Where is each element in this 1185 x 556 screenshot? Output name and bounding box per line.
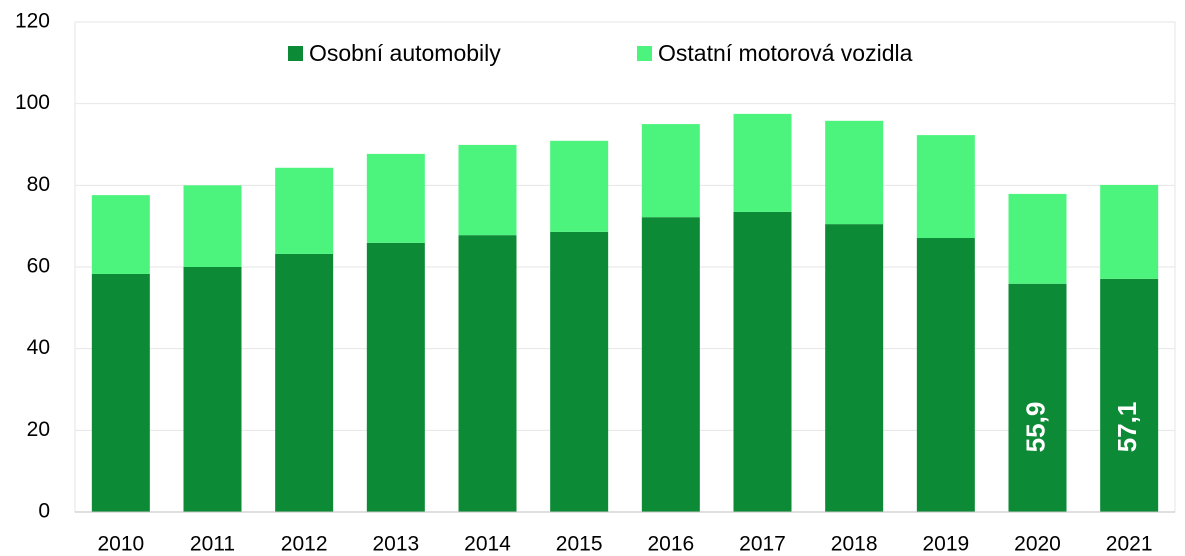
- legend-label: Osobní automobily: [309, 40, 501, 66]
- bar-segment: [366, 153, 425, 243]
- bar-segment: [91, 273, 150, 512]
- x-tick-label: 2014: [464, 533, 511, 556]
- legend-label: Ostatní motorová vozidla: [658, 40, 913, 66]
- bar-segment: [183, 185, 242, 267]
- bar-segment: [550, 231, 609, 512]
- x-tick-label: 2020: [1014, 533, 1061, 556]
- bar-segment: [825, 224, 884, 512]
- y-tick-label: 40: [27, 336, 50, 359]
- bar-segment: [275, 167, 334, 254]
- bar-segment: [916, 135, 975, 239]
- data-label: 55,9: [1020, 402, 1050, 453]
- bar-segment: [733, 211, 792, 512]
- x-tick-label: 2019: [922, 533, 969, 556]
- bar-segment: [366, 242, 425, 513]
- bar-segment: [91, 195, 150, 274]
- legend-swatch: [288, 46, 303, 61]
- bar-segment: [1008, 193, 1067, 284]
- bar-segment: [458, 144, 517, 236]
- bar-segment: [1008, 283, 1067, 512]
- y-tick-label: 100: [15, 91, 50, 114]
- bar-segment: [1100, 278, 1159, 512]
- x-tick-label: 2013: [372, 533, 419, 556]
- y-tick-label: 80: [27, 173, 50, 196]
- x-tick-label: 2017: [739, 533, 786, 556]
- bar-segment: [550, 140, 609, 232]
- x-tick-label: 2011: [190, 533, 235, 556]
- bar-segment: [275, 253, 334, 512]
- bar-segment: [458, 235, 517, 512]
- x-tick-label: 2021: [1106, 533, 1153, 556]
- x-tick-label: 2010: [97, 533, 144, 556]
- legend-swatch: [637, 46, 652, 61]
- x-tick-label: 2012: [281, 533, 328, 556]
- y-tick-label: 120: [15, 10, 50, 33]
- bar-segment: [733, 113, 792, 212]
- bar-segment: [641, 217, 700, 512]
- bar-segment: [916, 238, 975, 512]
- y-tick-label: 20: [27, 418, 50, 441]
- bar-segment: [825, 120, 884, 225]
- x-tick-label: 2018: [831, 533, 878, 556]
- y-tick-label: 60: [27, 255, 50, 278]
- y-tick-label: 0: [38, 500, 50, 523]
- data-label: 57,1: [1112, 402, 1142, 453]
- bar-segment: [183, 267, 242, 512]
- x-tick-label: 2015: [556, 533, 603, 556]
- bar-segment: [1100, 184, 1159, 279]
- bar-segment: [641, 124, 700, 218]
- x-tick-label: 2016: [647, 533, 694, 556]
